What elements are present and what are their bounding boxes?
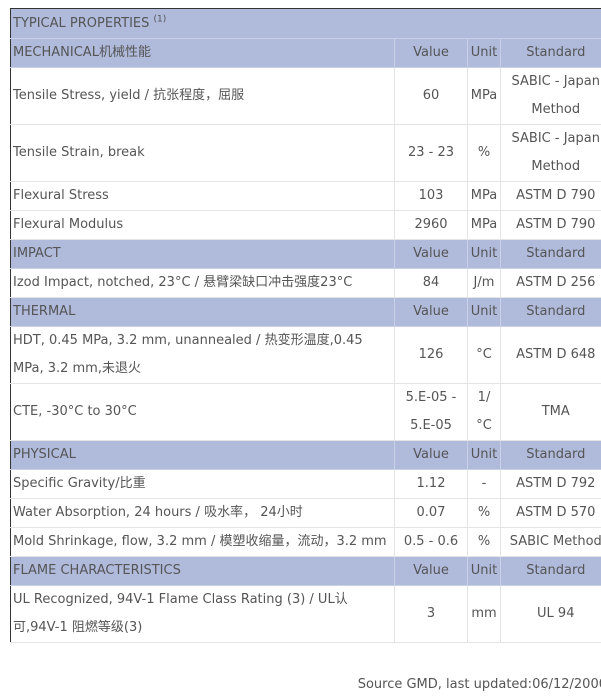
standard-header: Standard (499, 239, 601, 269)
unit-header: Unit (467, 38, 501, 68)
unit-cell: MPa (467, 181, 501, 211)
value-header: Value (394, 440, 468, 470)
value-cell: 3 (394, 585, 468, 643)
property-cell: Tensile Stress, yield / 抗张程度，屈服 (10, 67, 395, 125)
property-cell: Mold Shrinkage, flow, 3.2 mm / 模塑收缩量，流动，… (10, 527, 395, 557)
value-cell: 84 (394, 268, 468, 298)
unit-cell: MPa (467, 67, 501, 125)
unit-cell: J/m (467, 268, 501, 298)
section-header-row: PHYSICAL Value Unit Standard (10, 440, 601, 470)
standard-header: Standard (499, 556, 601, 586)
section-name: PHYSICAL (10, 440, 395, 470)
value-cell: 0.5 - 0.6 (394, 527, 468, 557)
unit-cell: MPa (467, 210, 501, 240)
value-header: Value (394, 556, 468, 586)
table-row: Tensile Strain, break 23 - 23% SABIC - Jap… (10, 124, 601, 182)
table-title: TYPICAL PROPERTIES (13, 15, 150, 31)
table-title-row: TYPICAL PROPERTIES (1) (10, 8, 601, 39)
table-row: HDT, 0.45 MPa, 3.2 mm, unannealed / 热变形温… (10, 326, 601, 384)
property-cell: CTE, -30°C to 30°C (10, 383, 395, 441)
standard-cell: ASTM D 790 (499, 181, 601, 211)
section-header-row: IMPACT Value Unit Standard (10, 239, 601, 269)
table-row: UL Recognized, 94V-1 Flame Class Rating … (10, 585, 601, 643)
value-cell: 1.12 (394, 469, 468, 499)
properties-table: TYPICAL PROPERTIES (1) MECHANICAL机械性能 Val… (10, 8, 601, 643)
value-header: Value (394, 297, 468, 327)
value-cell: 103 (394, 181, 468, 211)
section-header-row: FLAME CHARACTERISTICS Value Unit Standard (10, 556, 601, 586)
unit-cell: - (467, 469, 501, 499)
unit-header: Unit (467, 239, 501, 269)
title-note: (1) (153, 14, 167, 25)
standard-cell: UL 94 (499, 585, 601, 643)
standard-cell: SABIC - Japan Method (499, 67, 601, 125)
property-cell: HDT, 0.45 MPa, 3.2 mm, unannealed / 热变形温… (10, 326, 395, 384)
section-name: THERMAL (10, 297, 395, 327)
value-header: Value (394, 239, 468, 269)
property-cell: Flexural Modulus (10, 210, 395, 240)
value-header: Value (394, 38, 468, 68)
standard-cell: SABIC - Japan Method (499, 124, 601, 182)
value-cell: 60 (394, 67, 468, 125)
property-cell: Specific Gravity/比重 (10, 469, 395, 499)
section-name: MECHANICAL机械性能 (10, 38, 395, 68)
property-cell: Water Absorption, 24 hours / 吸水率， 24小时 (10, 498, 395, 528)
value-cell: 5.E-05 - 5.E-05 (394, 383, 468, 441)
table-row: Mold Shrinkage, flow, 3.2 mm / 模塑收缩量，流动，… (10, 527, 601, 557)
table-row: CTE, -30°C to 30°C 5.E-05 - 5.E-05 1/°C TMA (10, 383, 601, 441)
standard-header: Standard (499, 297, 601, 327)
standard-header: Standard (499, 440, 601, 470)
unit-cell: % (467, 527, 501, 557)
property-cell: Tensile Strain, break (10, 124, 395, 182)
table-row: Flexural Modulus 2960 MPa ASTM D 790 (10, 210, 601, 240)
section-name: IMPACT (10, 239, 395, 269)
value-cell: 126 (394, 326, 468, 384)
value-cell: 23 - 23 (394, 124, 468, 182)
standard-cell: TMA (499, 383, 601, 441)
table-row: Specific Gravity/比重 1.12- ASTM D 792 (10, 469, 601, 499)
section-header-row: MECHANICAL机械性能 Value Unit Standard (10, 38, 601, 68)
value-cell: 0.07 (394, 498, 468, 528)
standard-cell: SABIC Method (499, 527, 601, 557)
standard-cell: ASTM D 570 (499, 498, 601, 528)
table-row: Izod Impact, notched, 23°C / 悬臂梁缺口冲击强度23… (10, 268, 601, 298)
table-row: Tensile Stress, yield / 抗张程度，屈服 60 MPa SABI… (10, 67, 601, 125)
property-cell: Flexural Stress (10, 181, 395, 211)
unit-header: Unit (467, 440, 501, 470)
standard-cell: ASTM D 790 (499, 210, 601, 240)
unit-header: Unit (467, 297, 501, 327)
section-header-row: THERMAL Value Unit Standard (10, 297, 601, 327)
standard-cell: ASTM D 792 (499, 469, 601, 499)
property-cell: UL Recognized, 94V-1 Flame Class Rating … (10, 585, 395, 643)
unit-cell: 1/°C (467, 383, 501, 441)
table-row: Water Absorption, 24 hours / 吸水率， 24小时 0.… (10, 498, 601, 528)
unit-cell: mm (467, 585, 501, 643)
source-footer: Source GMD, last updated:06/12/2000 (357, 677, 601, 692)
unit-cell: % (467, 124, 501, 182)
section-name: FLAME CHARACTERISTICS (10, 556, 395, 586)
table-row: Flexural Stress 103 MPa ASTM D 790 (10, 181, 601, 211)
standard-cell: ASTM D 256 (499, 268, 601, 298)
property-cell: Izod Impact, notched, 23°C / 悬臂梁缺口冲击强度23… (10, 268, 395, 298)
unit-header: Unit (467, 556, 501, 586)
standard-header: Standard (499, 38, 601, 68)
unit-cell: °C (467, 326, 501, 384)
value-cell: 2960 (394, 210, 468, 240)
unit-cell: % (467, 498, 501, 528)
standard-cell: ASTM D 648 (499, 326, 601, 384)
